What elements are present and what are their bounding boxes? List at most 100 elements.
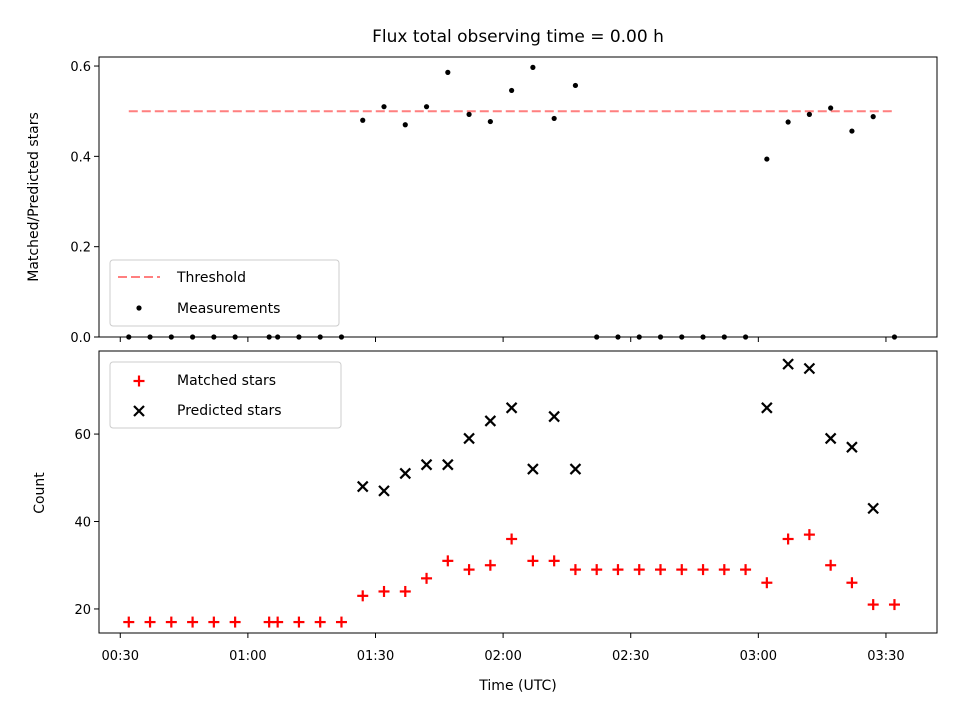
measurement-point xyxy=(849,128,855,134)
predicted-star-point xyxy=(399,467,412,480)
matched-star-point xyxy=(187,616,199,628)
chart-title: Flux total observing time = 0.00 h xyxy=(372,27,664,47)
predicted-star-point xyxy=(569,463,582,475)
predicted-star-point-b xyxy=(378,485,390,497)
predicted-star-point xyxy=(442,458,454,471)
top-ylabel: Matched/Predicted stars xyxy=(26,112,42,282)
predicted-star-point xyxy=(782,358,794,370)
top-ytick-label: 0.0 xyxy=(70,331,91,346)
matched-star-point xyxy=(335,616,347,628)
bottom-ytick-label: 20 xyxy=(74,603,91,618)
measurement-point xyxy=(402,122,408,128)
matched-star-point xyxy=(378,585,390,597)
top-panel-frame xyxy=(98,56,938,338)
measurement-point xyxy=(381,104,387,110)
measurement-point xyxy=(423,104,430,110)
xtick-label: 00:30 xyxy=(102,649,139,664)
matched-star-point xyxy=(272,616,284,628)
legend-predicted-swatch xyxy=(133,405,145,417)
xtick-label: 03:00 xyxy=(740,649,777,664)
matched-star-point xyxy=(527,555,539,567)
matched-star-point xyxy=(782,533,794,545)
xtick-label: 01:30 xyxy=(357,649,394,664)
matched-star-point xyxy=(697,564,709,576)
predicted-star-point xyxy=(420,458,433,471)
measurement-point xyxy=(806,111,812,117)
measurement-point xyxy=(466,111,472,117)
predicted-star-point-b xyxy=(761,402,773,414)
predicted-star-point-b xyxy=(527,463,539,475)
matched-star-point xyxy=(676,564,688,576)
predicted-star-point xyxy=(378,485,390,497)
matched-star-point xyxy=(442,555,454,567)
matched-star-point xyxy=(718,564,730,576)
predicted-star-point xyxy=(803,362,816,375)
predicted-star-point xyxy=(484,415,497,427)
matched-star-point xyxy=(229,616,241,628)
matched-star-point xyxy=(421,572,433,584)
legend-matched-swatch xyxy=(133,375,145,387)
matched-star-point xyxy=(803,529,815,541)
predicted-star-point xyxy=(761,402,773,414)
measurement-point xyxy=(487,118,493,125)
matched-star-point xyxy=(123,616,135,628)
predicted-star-point-b xyxy=(846,441,858,453)
matched-star-point xyxy=(825,559,837,571)
predicted-star-point-b xyxy=(824,432,837,445)
predicted-star-point xyxy=(846,441,858,453)
xtick-label: 02:00 xyxy=(484,649,521,664)
predicted-star-point-b xyxy=(463,432,475,445)
top-ytick-label: 0.4 xyxy=(70,150,91,165)
matched-star-point xyxy=(399,585,411,597)
measurement-point xyxy=(509,87,515,94)
legend-measurements-swatch xyxy=(136,305,142,311)
predicted-star-point xyxy=(505,402,518,414)
measurement-point xyxy=(360,117,366,123)
matched-star-point xyxy=(761,577,773,589)
bottom-ylabel: Count xyxy=(32,472,48,514)
predicted-star-point-b xyxy=(356,480,369,493)
top-ytick-label: 0.2 xyxy=(70,241,91,256)
bottom-ytick-label: 60 xyxy=(74,428,91,443)
xtick-label: 02:30 xyxy=(612,649,649,664)
predicted-star-point xyxy=(356,480,369,493)
bottom-panel-frame xyxy=(98,350,938,634)
matched-star-point xyxy=(888,599,900,611)
top-ytick-label: 0.6 xyxy=(70,60,91,75)
measurement-point xyxy=(551,115,557,122)
matched-star-point xyxy=(357,590,369,602)
matched-star-point xyxy=(846,577,858,589)
predicted-star-point-b xyxy=(484,415,497,427)
measurement-point xyxy=(530,64,536,70)
bottom-ytick-label: 40 xyxy=(74,516,91,531)
matched-star-point xyxy=(293,616,305,628)
predicted-star-point-b xyxy=(803,362,816,375)
predicted-star-point-b xyxy=(569,463,582,475)
predicted-star-point-b xyxy=(867,502,879,515)
matched-star-point xyxy=(591,564,603,576)
legend-predicted-swatch-b xyxy=(133,405,145,417)
matched-star-point xyxy=(867,599,879,611)
plot-layer: 0.0 0.2 0.4 0.6 Threshold Measurements 20 40 60 0… xyxy=(70,56,938,664)
predicted-star-point-b xyxy=(782,358,794,370)
predicted-star-point-b xyxy=(399,467,412,480)
legend-matched-label: Matched stars xyxy=(177,373,276,389)
matched-star-point xyxy=(463,564,475,576)
matched-star-point xyxy=(165,616,177,628)
measurement-point xyxy=(870,114,876,120)
matched-star-point xyxy=(655,564,667,576)
legend-measurements-label: Measurements xyxy=(177,301,280,317)
matched-star-point xyxy=(144,616,156,628)
legend-predicted-label: Predicted stars xyxy=(177,403,282,419)
matched-star-point xyxy=(633,564,645,576)
predicted-star-point-b xyxy=(548,410,560,423)
xtick-label: 01:00 xyxy=(229,649,266,664)
matched-star-point xyxy=(612,564,624,576)
matched-star-point xyxy=(208,616,220,628)
measurement-point xyxy=(828,105,834,111)
predicted-star-point-b xyxy=(442,458,454,471)
measurement-point xyxy=(572,82,579,89)
top-legend-box xyxy=(109,259,340,327)
legend-threshold-label: Threshold xyxy=(176,270,246,286)
